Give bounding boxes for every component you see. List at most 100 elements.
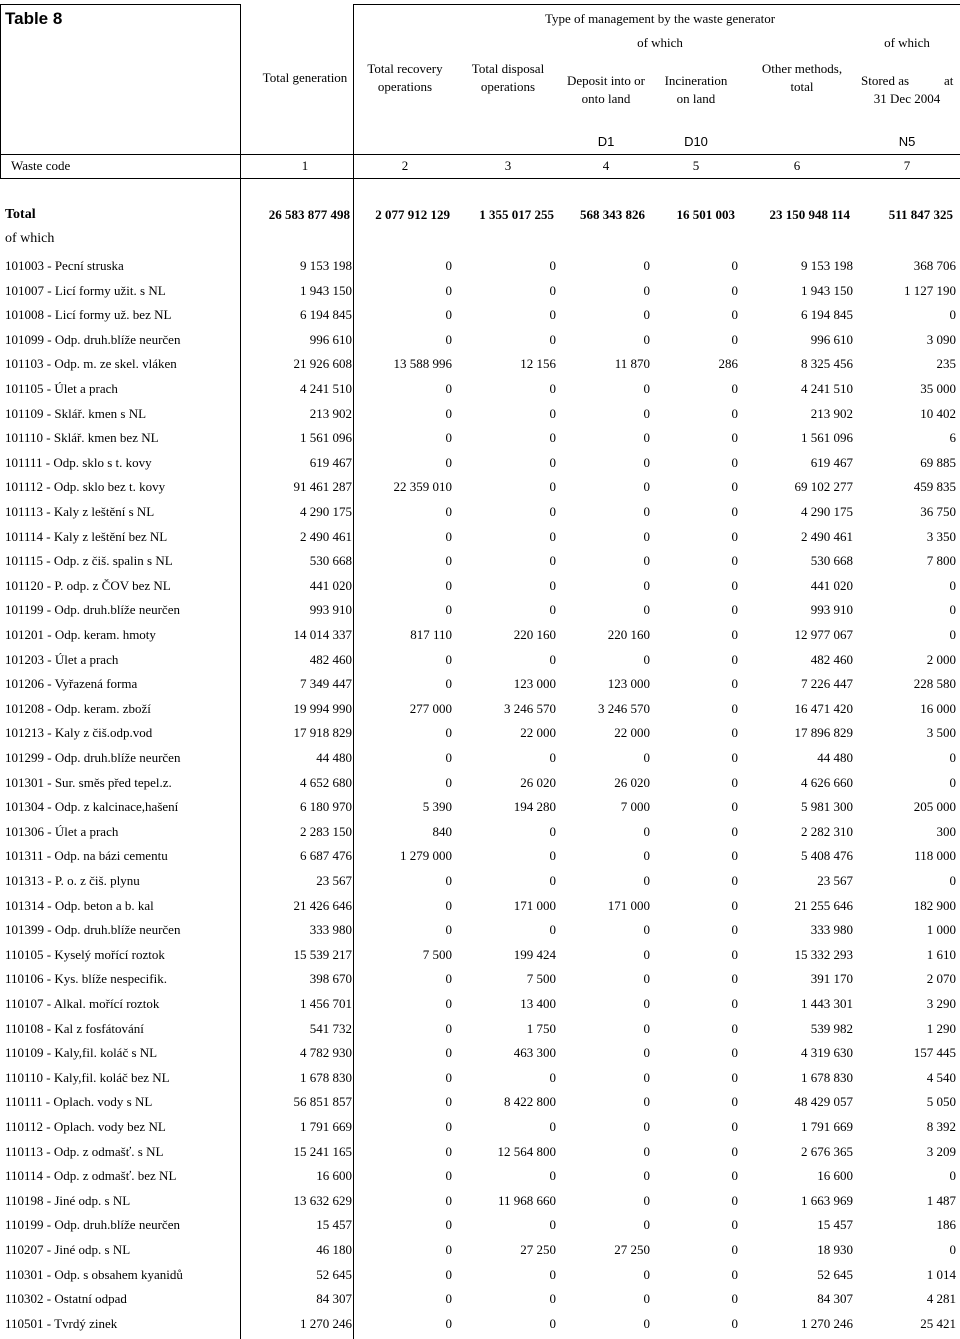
row-value-col-5: 0 bbox=[731, 725, 739, 740]
row-value-col-6: 996 610 bbox=[810, 332, 853, 347]
row-value-col-3: 194 280 bbox=[513, 799, 556, 814]
row-value-col-6: 23 567 bbox=[817, 873, 853, 888]
row-value-col-5: 0 bbox=[731, 553, 739, 568]
row-label: 110110 - Kaly,fil. koláč bez NL bbox=[5, 1070, 170, 1085]
row-label: 101213 - Kaly z čiš.odp.vod bbox=[5, 725, 153, 740]
row-value-col-7: 0 bbox=[949, 1168, 957, 1183]
row-label: 110199 - Odp. druh.blíže neurčen bbox=[5, 1217, 180, 1232]
row-label: 101111 - Odp. sklo s t. kovy bbox=[5, 455, 152, 470]
row-value-col-5: 0 bbox=[731, 1144, 739, 1159]
row-label: 110107 - Alkal. mořící roztok bbox=[5, 996, 160, 1011]
total-value-6: 23 150 948 114 bbox=[769, 207, 850, 222]
row-value-col-2: 0 bbox=[445, 1045, 453, 1060]
row-value-col-7: 3 290 bbox=[926, 996, 956, 1011]
row-value-col-1: 16 600 bbox=[316, 1168, 352, 1183]
row-value-col-3: 123 000 bbox=[513, 676, 556, 691]
row-value-col-1: 6 687 476 bbox=[300, 848, 352, 863]
border-left bbox=[0, 4, 1, 179]
header-total-disposal-1: Total disposal bbox=[471, 61, 545, 76]
row-value-col-1: 6 194 845 bbox=[300, 307, 352, 322]
row-value-col-7: 0 bbox=[949, 578, 957, 593]
col-number-4: 4 bbox=[602, 158, 610, 173]
row-value-col-3: 0 bbox=[549, 824, 557, 839]
row-value-col-4: 0 bbox=[643, 381, 651, 396]
row-label: 101109 - Sklář. kmen s NL bbox=[5, 406, 147, 421]
row-value-col-6: 6 194 845 bbox=[801, 307, 853, 322]
row-value-col-1: 993 910 bbox=[309, 602, 352, 617]
row-value-col-5: 0 bbox=[731, 1267, 739, 1282]
row-label: 101199 - Odp. druh.blíže neurčen bbox=[5, 602, 180, 617]
row-value-col-6: 15 332 293 bbox=[794, 947, 854, 962]
row-value-col-7: 0 bbox=[949, 775, 957, 790]
row-value-col-5: 0 bbox=[731, 898, 739, 913]
row-value-col-2: 0 bbox=[445, 1119, 453, 1134]
row-value-col-7: 6 bbox=[949, 430, 957, 445]
total-value-4: 568 343 826 bbox=[580, 207, 645, 222]
border-top-group bbox=[353, 4, 960, 5]
row-value-col-4: 0 bbox=[643, 504, 651, 519]
row-value-col-1: 15 457 bbox=[316, 1217, 352, 1232]
row-value-col-6: 333 980 bbox=[810, 922, 853, 937]
row-value-col-4: 11 870 bbox=[614, 356, 650, 371]
row-value-col-4: 0 bbox=[643, 971, 651, 986]
row-value-col-5: 0 bbox=[731, 1119, 739, 1134]
row-value-col-5: 0 bbox=[731, 381, 739, 396]
row-value-col-4: 0 bbox=[643, 1045, 651, 1060]
row-value-col-6: 16 471 420 bbox=[794, 701, 854, 716]
row-value-col-5: 0 bbox=[731, 824, 739, 839]
row-value-col-4: 0 bbox=[643, 750, 651, 765]
col-number-7: 7 bbox=[903, 158, 911, 173]
row-value-col-3: 0 bbox=[549, 553, 557, 568]
row-label: 101399 - Odp. druh.blíže neurčen bbox=[5, 922, 181, 937]
row-value-col-7: 5 050 bbox=[926, 1094, 956, 1109]
row-value-col-2: 0 bbox=[445, 1070, 453, 1085]
row-value-col-1: 1 561 096 bbox=[300, 430, 352, 445]
row-value-col-4: 0 bbox=[643, 258, 651, 273]
row-value-col-1: 530 668 bbox=[309, 553, 352, 568]
row-label: 101003 - Pecní struska bbox=[5, 258, 124, 273]
row-value-col-3: 171 000 bbox=[513, 898, 556, 913]
row-value-col-1: 1 678 830 bbox=[300, 1070, 352, 1085]
row-value-col-3: 0 bbox=[549, 307, 557, 322]
row-value-col-6: 17 896 829 bbox=[794, 725, 854, 740]
row-value-col-6: 993 910 bbox=[810, 602, 853, 617]
row-value-col-2: 0 bbox=[445, 529, 453, 544]
row-value-col-1: 44 480 bbox=[316, 750, 352, 765]
row-value-col-5: 0 bbox=[731, 848, 739, 863]
row-label: 101306 - Úlet a prach bbox=[5, 824, 119, 839]
row-label: 101103 - Odp. m. ze skel. vláken bbox=[5, 356, 177, 371]
row-value-col-7: 1 000 bbox=[926, 922, 956, 937]
row-value-col-4: 27 250 bbox=[614, 1242, 650, 1257]
row-label: 101008 - Licí formy už. bez NL bbox=[5, 307, 172, 322]
total-value-3: 1 355 017 255 bbox=[479, 207, 554, 222]
row-value-col-1: 4 290 175 bbox=[300, 504, 352, 519]
row-label: 110111 - Oplach. vody s NL bbox=[5, 1094, 153, 1109]
header-incineration-2: on land bbox=[676, 91, 716, 106]
total-row-label: Total bbox=[5, 207, 36, 222]
row-value-col-6: 619 467 bbox=[810, 455, 853, 470]
row-value-col-5: 0 bbox=[731, 1291, 739, 1306]
row-label: 101311 - Odp. na bázi cementu bbox=[5, 848, 168, 863]
row-value-col-2: 13 588 996 bbox=[393, 356, 453, 371]
row-value-col-1: 23 567 bbox=[316, 873, 352, 888]
total-value-5: 16 501 003 bbox=[676, 207, 736, 222]
row-value-col-4: 3 246 570 bbox=[598, 701, 650, 716]
row-value-col-5: 0 bbox=[731, 750, 739, 765]
row-value-col-6: 4 626 660 bbox=[801, 775, 853, 790]
header-deposit-1: Deposit into or bbox=[567, 73, 645, 88]
row-label: 101113 - Kaly z leštění s NL bbox=[5, 504, 155, 519]
row-value-col-7: 1 127 190 bbox=[904, 283, 956, 298]
row-value-col-3: 0 bbox=[549, 602, 557, 617]
row-value-col-6: 44 480 bbox=[817, 750, 853, 765]
row-value-col-3: 463 300 bbox=[513, 1045, 556, 1060]
row-value-col-2: 0 bbox=[445, 1193, 453, 1208]
row-value-col-6: 5 981 300 bbox=[801, 799, 853, 814]
row-value-col-1: 7 349 447 bbox=[300, 676, 352, 691]
row-value-col-7: 0 bbox=[949, 1242, 957, 1257]
row-value-col-4: 7 000 bbox=[620, 799, 650, 814]
row-value-col-6: 539 982 bbox=[810, 1021, 853, 1036]
row-value-col-6: 18 930 bbox=[817, 1242, 853, 1257]
header-total-recovery-1: Total recovery bbox=[367, 61, 443, 76]
row-value-col-4: 0 bbox=[643, 1168, 651, 1183]
row-value-col-7: 235 bbox=[936, 356, 957, 371]
